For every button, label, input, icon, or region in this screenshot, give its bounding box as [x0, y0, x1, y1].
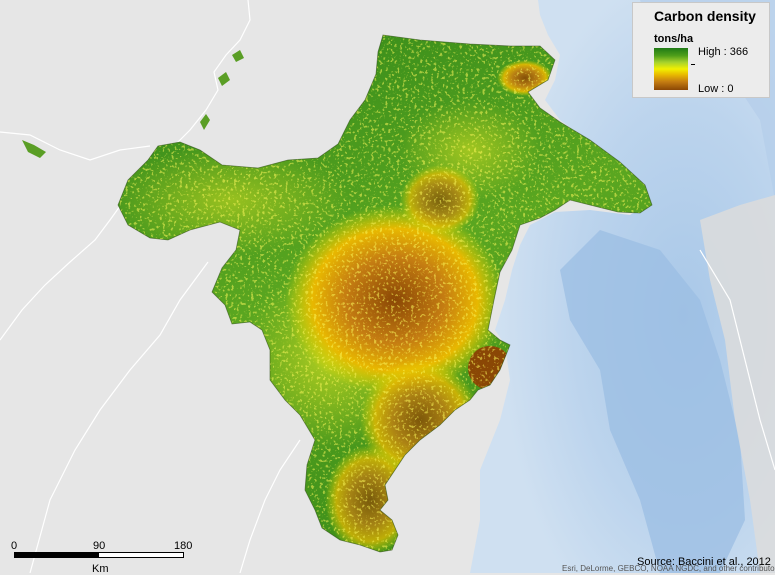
map-legend: Carbon density tons/ha High : 366 Low : … — [632, 2, 770, 98]
scale-bar-graphic — [14, 552, 184, 558]
scale-tick-90: 90 — [93, 540, 106, 552]
scale-bar: 0 90 180 Km — [11, 540, 192, 575]
minor-vegetation — [22, 50, 244, 158]
legend-low-label: Low : 0 — [698, 83, 734, 95]
legend-units: tons/ha — [654, 33, 694, 45]
source-citation: Source: Baccini et al., 2012 — [637, 556, 771, 568]
scale-units: Km — [92, 563, 109, 575]
legend-tick — [691, 64, 695, 65]
legend-title: Carbon density — [654, 8, 756, 24]
legend-high-label: High : 366 — [698, 46, 749, 58]
ocean-trench — [560, 230, 745, 573]
eastern-land — [700, 195, 775, 573]
scale-tick-180: 180 — [174, 540, 193, 552]
scale-tick-0: 0 — [11, 540, 18, 552]
legend-color-ramp — [654, 48, 688, 90]
basemap-attribution: Esri, DeLorme, GEBCO, NOAA NGDC, and oth… — [562, 564, 775, 573]
